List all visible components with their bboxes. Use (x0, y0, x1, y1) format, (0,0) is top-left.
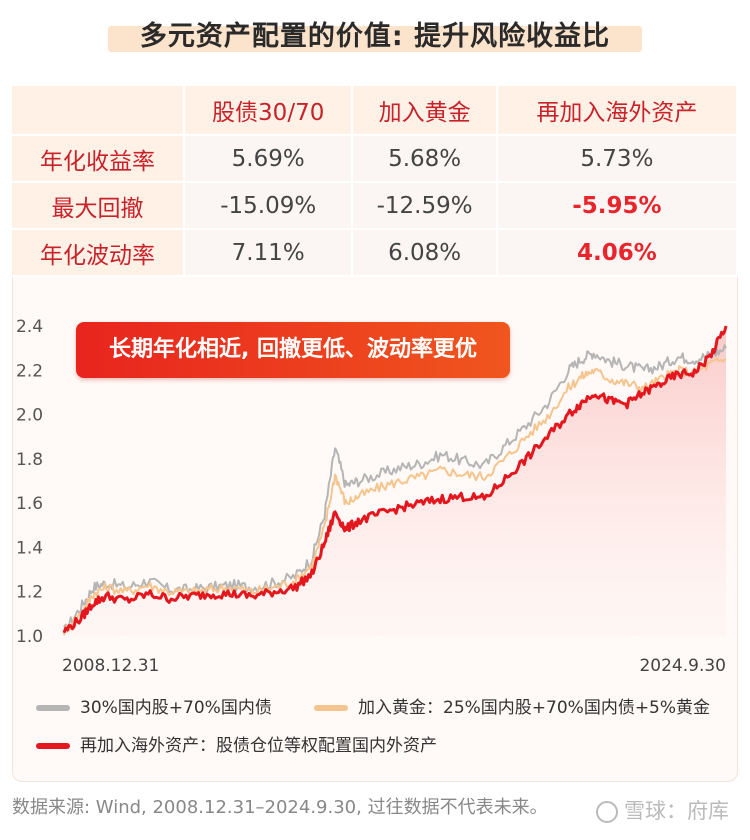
table-row: 年化波动率 7.11% 6.08% 4.06% (12, 229, 739, 277)
table-cell: 5.73% (496, 135, 739, 183)
table-cell: 5.69% (184, 135, 354, 183)
title-highlight (108, 26, 642, 52)
table-corner (12, 86, 185, 136)
table-row: 年化收益率 5.69% 5.68% 5.73% (12, 135, 739, 183)
table-cell: -12.59% (352, 182, 498, 230)
legend-item-gray: 30%国内股+70%国内债 (36, 693, 272, 718)
snowball-logo-icon (596, 801, 618, 823)
page-title: 多元资产配置的价值: 提升风险收益比 (139, 21, 611, 52)
table-cell-highlight: -5.95% (496, 182, 739, 230)
source-note: 数据来源: Wind, 2008.12.31–2024.9.30, 过往数据不代… (12, 797, 548, 818)
row-label: 年化收益率 (12, 135, 185, 183)
legend-label: 加入黄金：25%国内股+70%国内债+5%黄金 (358, 698, 711, 718)
highlight-badge: 长期年化相近, 回撤更低、波动率更优 (76, 322, 510, 378)
watermark: 雪球：府库 (596, 795, 729, 825)
table-cell: 5.68% (352, 135, 498, 183)
legend-swatch-gray (36, 705, 70, 711)
row-label: 最大回撤 (12, 182, 185, 230)
table-cell: -15.09% (184, 182, 354, 230)
table-header-row: 股债30/70 加入黄金 再加入海外资产 (12, 86, 739, 136)
legend-item-orange: 加入黄金：25%国内股+70%国内债+5%黄金 (314, 693, 710, 718)
legend-label: 再加入海外资产：股债仓位等权配置国内外资产 (80, 736, 437, 756)
table-cell: 7.11% (184, 229, 354, 277)
watermark-text: 雪球：府库 (624, 799, 729, 823)
column-header: 再加入海外资产 (496, 86, 739, 136)
column-header: 股债30/70 (184, 86, 354, 136)
legend-label: 30%国内股+70%国内债 (80, 698, 272, 718)
stats-table: 股债30/70 加入黄金 再加入海外资产 年化收益率 5.69% 5.68% 5… (12, 86, 739, 277)
legend-swatch-red (36, 743, 70, 749)
row-label: 年化波动率 (12, 229, 185, 277)
table-row: 最大回撤 -15.09% -12.59% -5.95% (12, 182, 739, 230)
legend-swatch-orange (314, 705, 348, 711)
title-area: 多元资产配置的价值: 提升风险收益比 (0, 0, 750, 70)
table-cell-highlight: 4.06% (496, 229, 739, 277)
legend-item-red: 再加入海外资产：股债仓位等权配置国内外资产 (36, 731, 437, 756)
table-cell: 6.08% (352, 229, 498, 277)
column-header: 加入黄金 (352, 86, 498, 136)
